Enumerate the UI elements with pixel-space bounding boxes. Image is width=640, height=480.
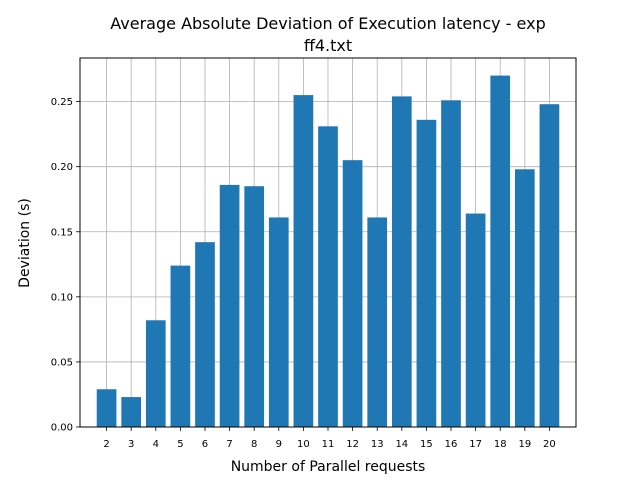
x-tick-label: 9 <box>276 439 282 450</box>
bar-4 <box>145 320 166 427</box>
x-tick-label: 19 <box>518 439 531 450</box>
y-tick-label: 0.20 <box>51 162 73 173</box>
bar-15 <box>416 119 437 428</box>
x-tick-label: 3 <box>128 439 134 450</box>
bar-14 <box>391 96 412 428</box>
bar-13 <box>367 217 388 427</box>
y-tick-label: 0.25 <box>51 97 73 108</box>
bar-20 <box>539 104 560 427</box>
x-axis-label: Number of Parallel requests <box>231 459 426 475</box>
x-ticks: 2 3 4 5 6 7 8 9 10 11 12 13 14 15 16 17 18 19 20 <box>103 427 556 450</box>
x-tick-label: 12 <box>346 439 359 450</box>
x-tick-label: 17 <box>469 439 482 450</box>
y-tick-label: 0.10 <box>51 292 73 303</box>
x-tick-label: 20 <box>543 439 556 450</box>
bar-2 <box>96 389 117 427</box>
y-tick-label: 0.00 <box>51 423 73 434</box>
bar-18 <box>490 75 511 428</box>
y-tick-label: 0.15 <box>51 227 73 238</box>
bar-7 <box>219 184 240 427</box>
bar-8 <box>244 186 265 427</box>
y-ticks: 0.00 0.05 0.10 0.15 0.20 0.25 <box>51 97 80 434</box>
bars <box>96 75 560 428</box>
x-tick-label: 5 <box>177 439 183 450</box>
x-tick-label: 11 <box>322 439 335 450</box>
x-tick-label: 15 <box>420 439 433 450</box>
bar-19 <box>514 169 535 428</box>
x-tick-label: 13 <box>371 439 384 450</box>
bar-17 <box>465 213 486 427</box>
x-tick-label: 18 <box>494 439 507 450</box>
chart-title-line1: Average Absolute Deviation of Execution … <box>110 14 545 33</box>
x-tick-label: 6 <box>202 439 208 450</box>
x-tick-label: 14 <box>395 439 408 450</box>
bar-6 <box>195 242 215 427</box>
bar-9 <box>268 217 289 427</box>
bar-16 <box>441 100 461 428</box>
x-tick-label: 4 <box>153 439 159 450</box>
bar-11 <box>318 126 338 427</box>
bar-12 <box>342 160 363 427</box>
bar-10 <box>293 95 314 427</box>
bar-5 <box>170 265 191 427</box>
x-tick-label: 10 <box>297 439 310 450</box>
y-axis-label: Deviation (s) <box>17 198 33 288</box>
x-tick-label: 16 <box>445 439 458 450</box>
chart-title-line2: ff4.txt <box>304 36 352 55</box>
bar-3 <box>121 397 142 427</box>
x-tick-label: 2 <box>103 439 109 450</box>
y-tick-label: 0.05 <box>51 357 73 368</box>
x-tick-label: 8 <box>251 439 257 450</box>
x-tick-label: 7 <box>226 439 232 450</box>
